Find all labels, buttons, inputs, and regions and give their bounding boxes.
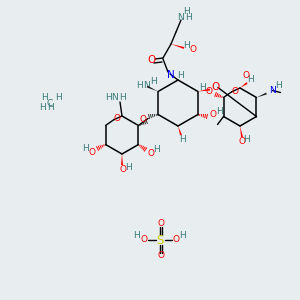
Text: O: O [140, 236, 148, 244]
Text: H: H [275, 81, 282, 90]
Text: H: H [244, 134, 250, 143]
Text: H: H [82, 144, 89, 153]
Text: O: O [172, 236, 179, 244]
Text: H: H [150, 77, 157, 86]
Text: O: O [231, 87, 238, 96]
Text: H: H [217, 107, 223, 116]
Text: H: H [180, 134, 186, 143]
Text: O: O [119, 166, 127, 175]
Text: O: O [238, 137, 245, 146]
Text: H: H [133, 232, 140, 241]
Text: H: H [46, 103, 53, 112]
Text: O: O [148, 55, 156, 65]
Text: H: H [177, 70, 183, 80]
Text: N: N [167, 70, 175, 80]
Text: O: O [158, 218, 164, 227]
Polygon shape [147, 85, 158, 91]
Text: H: H [184, 41, 190, 50]
Text: C: C [47, 98, 53, 107]
Text: H: H [199, 83, 206, 92]
Text: S: S [156, 233, 164, 247]
Text: O: O [242, 70, 250, 80]
Polygon shape [256, 93, 267, 98]
Text: H: H [39, 103, 45, 112]
Text: N: N [112, 94, 118, 103]
Text: H: H [55, 94, 62, 103]
Text: H: H [136, 81, 142, 90]
Text: H: H [248, 74, 254, 83]
Text: O: O [158, 251, 164, 260]
Text: N: N [177, 14, 183, 22]
Text: H: H [183, 8, 189, 16]
Text: H: H [40, 94, 47, 103]
Polygon shape [171, 44, 184, 49]
Text: H: H [153, 145, 160, 154]
Text: H: H [124, 163, 131, 172]
Text: O: O [190, 46, 196, 55]
Polygon shape [198, 88, 210, 92]
Text: O: O [205, 87, 212, 96]
Text: N: N [143, 81, 149, 90]
Text: O: O [113, 114, 120, 123]
Text: O: O [148, 149, 155, 158]
Text: O: O [88, 148, 95, 157]
Text: N: N [269, 86, 276, 95]
Text: H: H [120, 94, 126, 103]
Text: H: H [184, 14, 191, 22]
Text: O: O [140, 115, 147, 124]
Text: H: H [105, 94, 111, 103]
Text: O: O [209, 110, 216, 119]
Text: H: H [178, 232, 185, 241]
Polygon shape [121, 154, 123, 165]
Polygon shape [240, 126, 243, 137]
Polygon shape [240, 82, 247, 88]
Text: O: O [212, 82, 220, 92]
Polygon shape [178, 126, 182, 135]
